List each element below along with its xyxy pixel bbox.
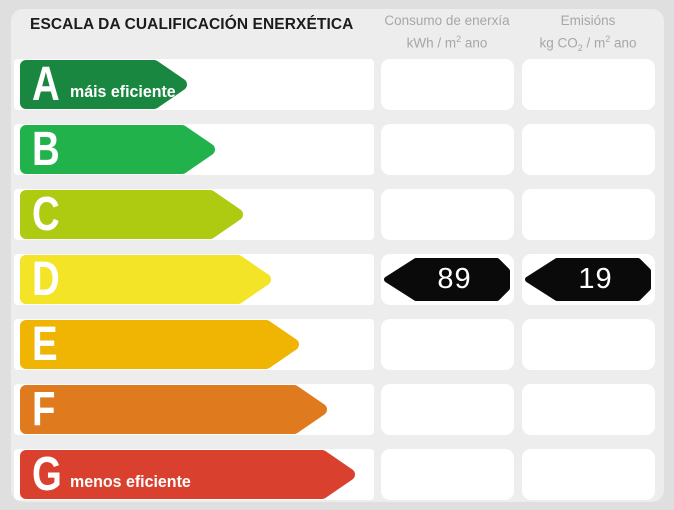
scale-row-f: F	[0, 384, 674, 435]
rating-arrow-c: C	[20, 190, 244, 239]
unit-superscript: 2	[456, 34, 462, 44]
rating-letter: F	[32, 383, 56, 436]
consumption-cell-e	[381, 319, 514, 370]
consumption-cell-c	[381, 189, 514, 240]
emissions-cell-c	[522, 189, 655, 240]
rating-letter: D	[32, 253, 60, 306]
emissions-result-marker: 19	[524, 256, 653, 303]
emissions-cell-g	[522, 449, 655, 500]
page-title: ESCALA DA CUALIFICACIÓN ENERXÉTICA	[30, 16, 354, 33]
unit-part: kg CO	[539, 35, 578, 51]
rating-letter: A	[32, 58, 60, 111]
scale-row-e: E	[0, 319, 674, 370]
emissions-cell-a	[522, 59, 655, 110]
consumption-cell-b	[381, 124, 514, 175]
unit-part: kWh / m	[406, 35, 457, 51]
consumption-header-title: Consumo de enerxía	[384, 13, 510, 28]
rating-letter: G	[32, 448, 62, 501]
unit-superscript: 2	[605, 34, 611, 44]
emissions-header-unit: kg CO2 / m2 ano	[513, 30, 663, 58]
consumption-value: 89	[437, 263, 472, 295]
rating-letter: B	[32, 123, 60, 176]
unit-part: ano	[610, 35, 637, 51]
consumption-cell-g	[381, 449, 514, 500]
unit-part: / m	[582, 35, 606, 51]
emissions-cell-e	[522, 319, 655, 370]
consumption-cell-f	[381, 384, 514, 435]
rating-letter: E	[32, 318, 58, 371]
rating-arrow-f: F	[20, 385, 328, 434]
column-header-consumption: Consumo de enerxía kWh / m2 ano	[372, 11, 522, 53]
emissions-cell-b	[522, 124, 655, 175]
scale-row-d: 89 19 D	[0, 254, 674, 305]
consumption-cell-a	[381, 59, 514, 110]
rating-arrow-b: B	[20, 125, 216, 174]
consumption-cell-d: 89	[381, 254, 514, 305]
unit-subscript: 2	[577, 43, 583, 54]
consumption-result-marker: 89	[383, 256, 512, 303]
scale-row-c: C	[0, 189, 674, 240]
emissions-cell-f	[522, 384, 655, 435]
consumption-header-unit: kWh / m2 ano	[372, 30, 522, 53]
column-header-emissions: Emisións kg CO2 / m2 ano	[513, 11, 663, 58]
rating-note: menos eficiente	[70, 472, 191, 491]
scale-row-b: B	[0, 124, 674, 175]
emissions-header-title: Emisións	[560, 13, 616, 28]
unit-part: ano	[461, 35, 488, 51]
rating-note: máis eficiente	[70, 82, 176, 101]
emissions-cell-d: 19	[522, 254, 655, 305]
rating-arrow-e: E	[20, 320, 300, 369]
rating-arrow-d: D	[20, 255, 272, 304]
emissions-value: 19	[578, 263, 613, 295]
rating-letter: C	[32, 188, 60, 241]
